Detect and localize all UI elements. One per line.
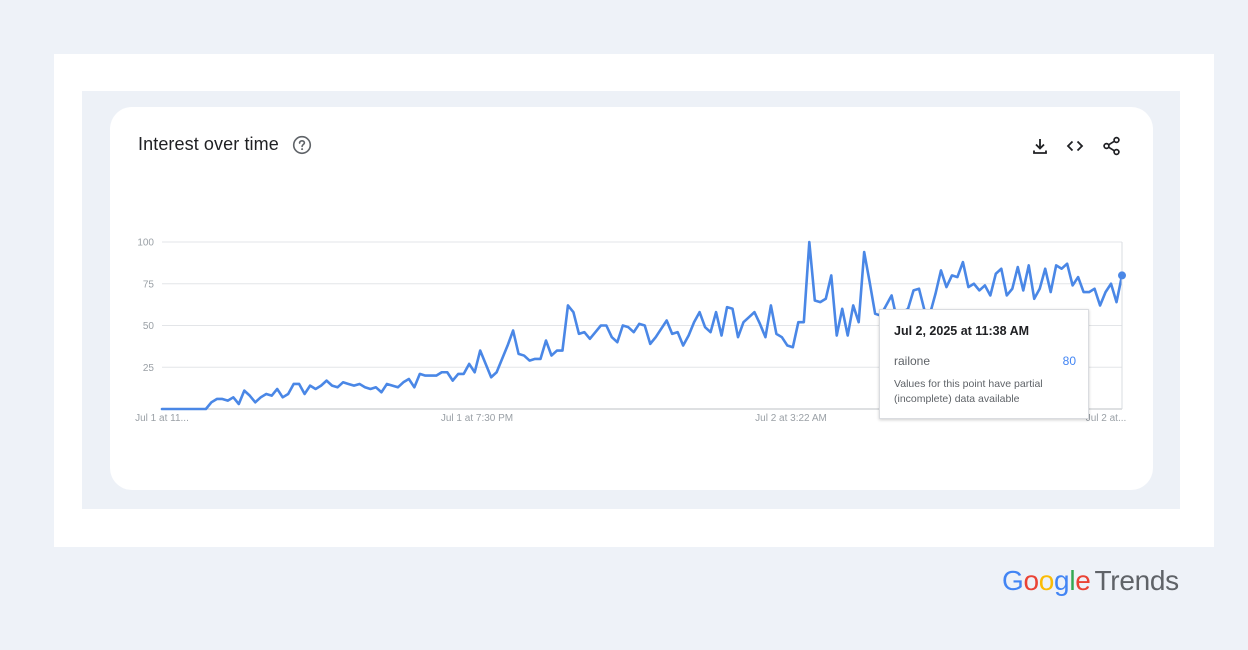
help-circle-icon[interactable] — [292, 135, 312, 155]
download-icon[interactable] — [1029, 135, 1051, 157]
card-title: Interest over time — [138, 134, 279, 154]
tooltip-series-value: 80 — [1062, 354, 1076, 368]
code-embed-icon[interactable] — [1064, 135, 1086, 157]
tooltip-partial-data-note: Values for this point have partial (inco… — [894, 378, 1043, 405]
tooltip-date: Jul 2, 2025 at 11:38 AM — [894, 324, 1030, 338]
interest-over-time-card — [110, 107, 1153, 490]
tooltip-series-name: railone — [894, 354, 931, 368]
google-trends-logo: Google Trends — [1002, 565, 1179, 596]
share-icon[interactable] — [1101, 135, 1123, 157]
chart-tooltip: Jul 2, 2025 at 11:38 AM railone 80 Value… — [879, 309, 1089, 419]
